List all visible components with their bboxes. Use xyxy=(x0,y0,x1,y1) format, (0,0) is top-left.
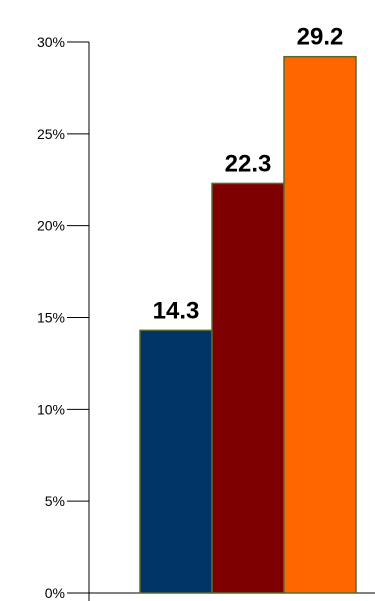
data-label: 29.2 xyxy=(297,24,344,51)
y-tick-label: 30% xyxy=(37,34,65,50)
label-layer: 14.3 22.3 29.2 xyxy=(153,24,344,325)
axis-layer: 0% 5% 10% 15% 20% 25% 30% xyxy=(37,34,375,601)
bar xyxy=(211,182,285,594)
bar xyxy=(283,55,357,594)
y-tick-label: 10% xyxy=(37,401,65,417)
bar-layer xyxy=(139,55,357,594)
y-tick-label: 20% xyxy=(37,218,65,234)
data-label: 14.3 xyxy=(153,297,200,324)
y-tick-label: 25% xyxy=(37,126,65,142)
data-label: 22.3 xyxy=(225,150,272,177)
y-tick-label: 15% xyxy=(37,310,65,326)
y-tick-label: 0% xyxy=(45,585,65,601)
bar xyxy=(139,329,213,594)
y-tick-label: 5% xyxy=(45,493,65,509)
